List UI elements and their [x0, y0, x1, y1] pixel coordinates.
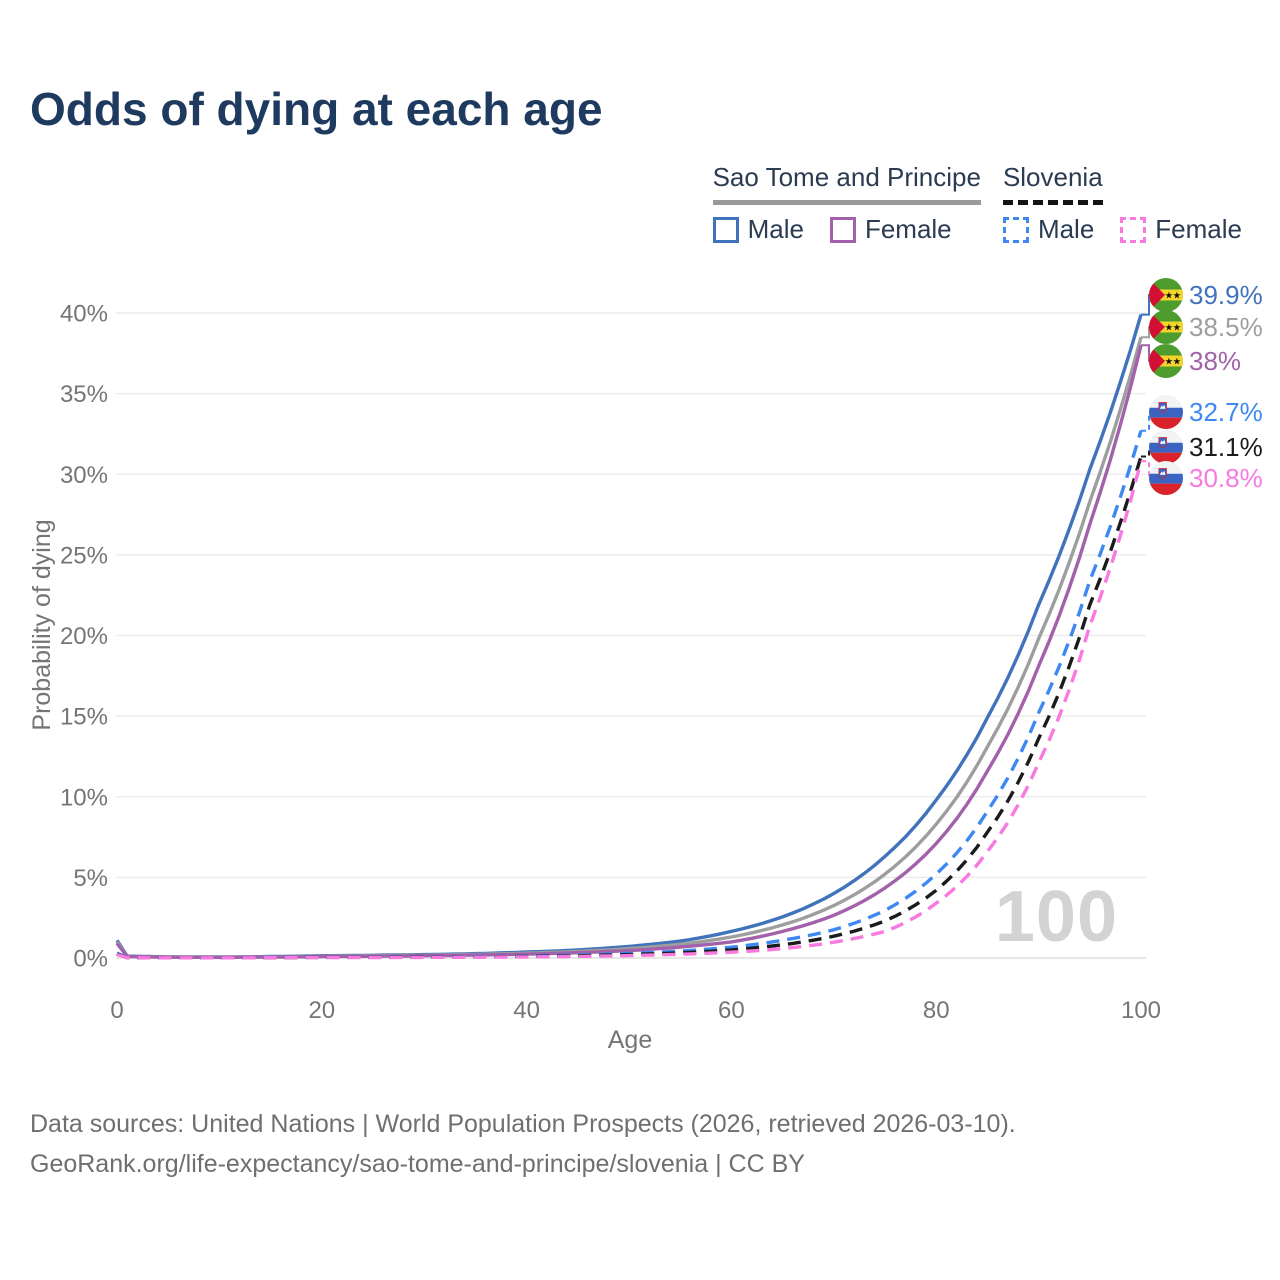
y-tick-label: 25% — [60, 542, 108, 569]
legend-group-sao-tome-and-principe: Sao Tome and Principe Male Female — [712, 162, 981, 245]
svn-female-swatch-icon — [1120, 216, 1147, 243]
y-tick-label: 10% — [60, 784, 108, 811]
legend-item-svn-female[interactable]: Female — [1120, 214, 1242, 245]
legend-label-stp-female: Female — [864, 214, 952, 244]
end-label-svn-female: 30.8% — [1189, 463, 1263, 493]
legend-group-slovenia: Slovenia Male Female — [1002, 162, 1242, 245]
x-tick-label: 20 — [308, 997, 335, 1024]
page-title: Odds of dying at each age — [30, 83, 603, 135]
end-label-stp-combined: 38.5% — [1189, 312, 1263, 342]
y-tick-label: 15% — [60, 704, 108, 731]
slovenia-flag-icon — [1149, 461, 1183, 495]
svn-male-swatch-icon — [1002, 216, 1029, 243]
end-label-stp-female: 38% — [1189, 346, 1241, 376]
gridlines — [116, 312, 1146, 959]
y-tick-label: 20% — [60, 623, 108, 650]
end-label-svn-combined: 31.1% — [1189, 432, 1263, 462]
sao-tome-and-principe-flag-icon — [1149, 344, 1183, 378]
legend-label-svn-male: Male — [1037, 214, 1095, 244]
legend-item-stp-female[interactable]: Female — [829, 214, 952, 245]
line-svn-female — [116, 460, 1143, 960]
y-tick-label: 35% — [60, 381, 108, 408]
footer-attribution-link: GeoRank.org/life-expectancy/sao-tome-and… — [30, 1150, 805, 1178]
line-stp-female — [115, 344, 1143, 960]
x-tick-label: 100 — [1121, 997, 1161, 1024]
legend-item-stp-male[interactable]: Male — [712, 214, 804, 245]
y-tick-label: 30% — [60, 462, 108, 489]
x-tick-label: 0 — [110, 997, 123, 1024]
watermark-age: 100 — [995, 877, 1118, 957]
footer: Data sources: United Nations | World Pop… — [30, 1104, 1016, 1184]
legend-items-sao-tome: Male Female — [712, 214, 952, 245]
legend-label-svn-female: Female — [1155, 214, 1242, 244]
footer-data-sources: Data sources: United Nations | World Pop… — [30, 1110, 1016, 1138]
line-svn-male — [116, 430, 1143, 960]
legend-country-sao-tome-and-principe: Sao Tome and Principe — [712, 162, 981, 205]
series-lines — [115, 314, 1143, 960]
x-tick-label: 60 — [718, 997, 745, 1024]
line-svn-combined — [116, 456, 1143, 960]
x-tick-label: 80 — [923, 997, 950, 1024]
x-tick-label: 40 — [513, 997, 540, 1024]
slovenia-flag-icon — [1149, 395, 1183, 429]
x-axis-title: Age — [608, 1026, 652, 1054]
stp-male-swatch-icon — [712, 216, 739, 243]
sao-tome-and-principe-flag-icon — [1149, 310, 1183, 344]
y-tick-label: 40% — [60, 301, 108, 328]
end-label-svn-male: 32.7% — [1189, 397, 1263, 427]
stp-female-swatch-icon — [829, 216, 856, 243]
end-label-stp-male: 39.9% — [1189, 280, 1263, 310]
legend-item-svn-male[interactable]: Male — [1002, 214, 1095, 245]
axis-ticks: 0% 5% 10% 15% 20% 25% 30% 35% 40% 0 20 40 60 80 100 — [60, 301, 1161, 1025]
legend-items-slovenia: Male Female — [1002, 214, 1242, 245]
end-labels: 39.9%38.5% 38% 32.7% 31.1%30.8% — [1141, 278, 1263, 495]
y-axis-title: Probability of dying — [28, 519, 56, 730]
y-tick-label: 0% — [73, 946, 108, 973]
line-stp-combined — [115, 336, 1143, 959]
legend: Sao Tome and Principe Male Female Sloven… — [712, 162, 1242, 245]
legend-label-stp-male: Male — [747, 214, 804, 244]
legend-country-slovenia: Slovenia — [1002, 162, 1103, 205]
slovenia-flag-icon — [1149, 430, 1183, 464]
y-tick-label: 5% — [73, 865, 108, 892]
sao-tome-and-principe-flag-icon — [1149, 278, 1183, 312]
